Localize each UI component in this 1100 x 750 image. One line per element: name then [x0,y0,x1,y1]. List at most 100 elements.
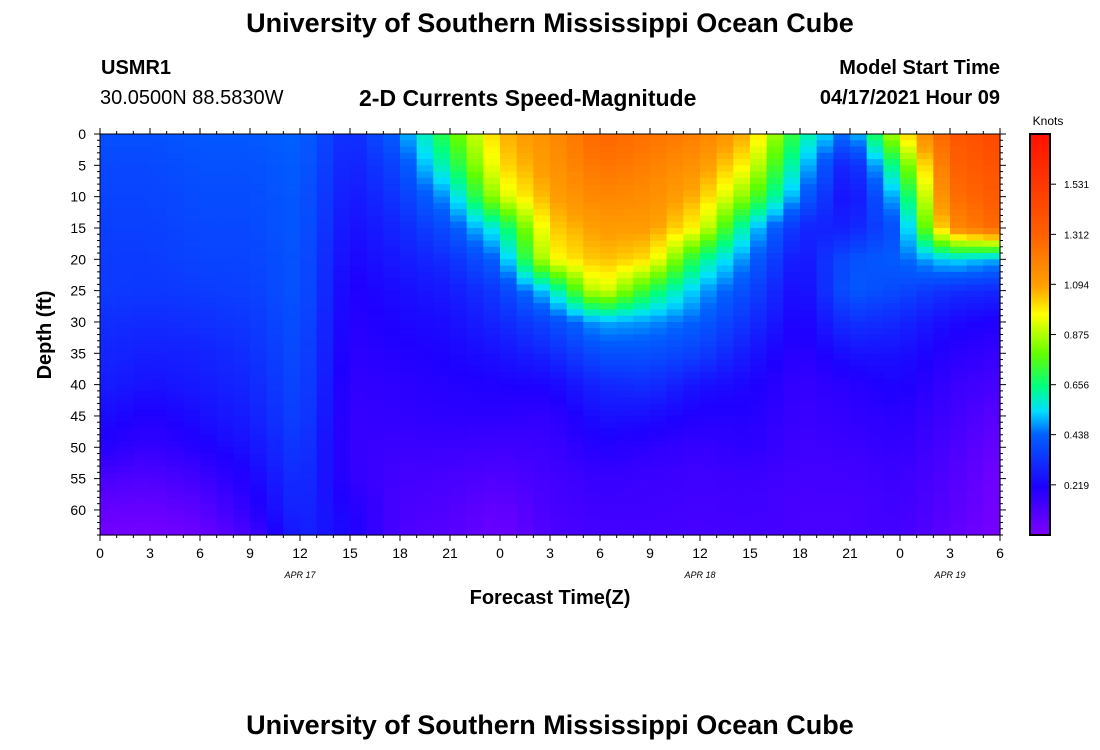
heatmap-cell [250,347,268,354]
heatmap-cell [150,365,168,373]
heatmap-cell [416,246,434,254]
heatmap-cell [866,397,884,405]
heatmap-cell [483,234,501,242]
heatmap-cell [100,321,118,329]
heatmap-cell [933,177,951,185]
heatmap-cell [200,171,218,179]
heatmap-cell [333,365,351,373]
heatmap-cell [116,321,134,329]
heatmap-cell [116,428,134,436]
heatmap-cell [983,177,1001,185]
colorbar-tick-label: 0.219 [1064,481,1089,492]
heatmap-cell [433,447,451,455]
heatmap-cell [850,459,868,467]
heatmap-cell [583,428,601,436]
heatmap-cell [633,334,651,342]
heatmap-cell [733,409,751,417]
heatmap-cell [783,259,801,267]
heatmap-cell [450,202,468,210]
heatmap-cell [466,321,484,329]
heatmap-cell [916,472,934,480]
heatmap-cell [216,447,234,455]
heatmap-cell [600,478,618,486]
heatmap-cell [250,328,268,336]
heatmap-cell [466,209,484,217]
heatmap-cell [200,365,218,373]
heatmap-cell [400,503,418,511]
model-start-label: Model Start Time [839,57,1000,79]
heatmap-cell [333,253,351,260]
heatmap-cell [366,372,384,379]
x-tick-label: 12 [292,545,308,561]
heatmap-cell [250,209,268,217]
heatmap-cell [800,359,818,367]
heatmap-cell [100,140,118,148]
heatmap-cell [183,246,201,254]
heatmap-cell [616,184,634,191]
heatmap-cell [816,378,834,386]
heatmap-cell [883,378,901,386]
heatmap-cell [783,159,801,166]
heatmap-cell [550,171,568,179]
heatmap-cell [316,240,334,248]
heatmap-cell [150,497,168,505]
heatmap-cell [833,265,851,273]
heatmap-cell [300,171,318,179]
heatmap-cell [333,509,351,517]
heatmap-cell [616,284,634,292]
heatmap-cell [633,171,651,179]
heatmap-cell [650,390,668,398]
heatmap-cell [900,347,918,354]
heatmap-cell [366,221,384,229]
heatmap-cell [383,328,401,336]
heatmap-cell [700,459,718,467]
heatmap-cell [566,190,584,198]
heatmap-cell [716,353,734,361]
heatmap-cell [283,315,301,323]
heatmap-cell [516,409,534,417]
heatmap-cell [800,484,818,492]
heatmap-cell [966,484,984,492]
heatmap-cell [766,516,784,524]
heatmap-cell [833,165,851,173]
heatmap-cell [283,265,301,273]
heatmap-cell [800,403,818,411]
heatmap-cell [283,340,301,348]
heatmap-cell [900,428,918,436]
heatmap-cell [133,528,151,536]
heatmap-cell [416,134,434,141]
heatmap-cell [783,441,801,448]
heatmap-cell [350,290,368,298]
heatmap-cell [383,447,401,455]
heatmap-cell [266,227,284,235]
heatmap-cell [416,321,434,329]
heatmap-cell [183,234,201,242]
heatmap-cell [433,146,451,154]
heatmap-cell [166,221,184,229]
heatmap-cell [416,415,434,423]
heatmap-cell [833,422,851,430]
heatmap-cell [550,134,568,141]
heatmap-cell [383,271,401,279]
heatmap-cell [666,134,684,141]
heatmap-cell [450,215,468,223]
heatmap-cell [283,441,301,448]
heatmap-cell [950,221,968,229]
heatmap-cell [683,340,701,348]
heatmap-cell [250,390,268,398]
heatmap-cell [966,309,984,317]
heatmap-cell [783,353,801,361]
heatmap-cell [566,466,584,473]
heatmap-cell [166,296,184,304]
heatmap-cell [600,409,618,417]
heatmap-cell [666,453,684,461]
heatmap-cell [266,334,284,342]
heatmap-cell [916,516,934,524]
heatmap-cell [433,215,451,223]
heatmap-cell [700,434,718,442]
heatmap-cell [883,184,901,191]
heatmap-cell [266,321,284,329]
heatmap-cell [983,315,1001,323]
heatmap-cell [966,265,984,273]
heatmap-cell [283,509,301,517]
